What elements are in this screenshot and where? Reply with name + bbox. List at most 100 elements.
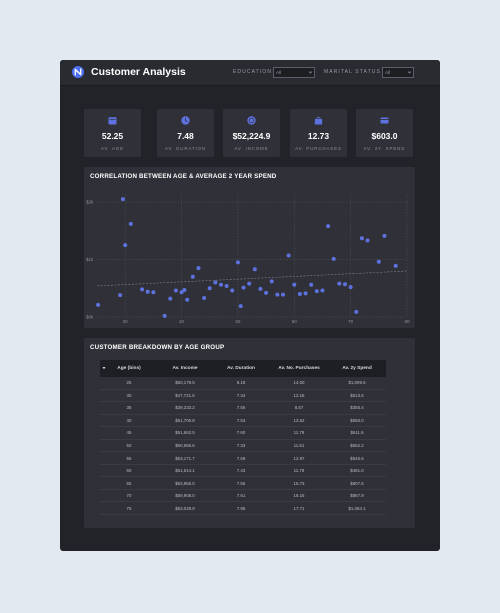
- marital-status-select[interactable]: All: [382, 67, 414, 78]
- cell-spend: $1,084.1: [328, 501, 386, 515]
- top-bar: Customer Analysis EDUCATION All MARITAL …: [60, 60, 440, 86]
- kpi-label: AV. INCOME: [234, 146, 269, 151]
- clock-icon: [181, 116, 190, 125]
- x-tick-label: 50: [235, 319, 241, 324]
- scatter-point: [219, 282, 223, 287]
- cell-purchases: 16.15: [270, 489, 328, 503]
- cell-spend: $562.2: [328, 439, 386, 453]
- coin-icon: [247, 116, 256, 125]
- cell-age: 70: [100, 489, 158, 503]
- scatter-point: [202, 296, 207, 301]
- scatter-point: [331, 256, 336, 261]
- cell-age: 30: [100, 389, 158, 403]
- chart-title: CORRELATION BETWEEN AGE & AVERAGE 2 YEAR…: [90, 173, 277, 180]
- scatter-point: [224, 283, 229, 288]
- education-select[interactable]: All: [273, 67, 315, 78]
- scatter-point: [264, 290, 269, 295]
- table-row: 30 $47,721.6 7.34 12.18 $613.6: [100, 389, 386, 403]
- table-row: 40 $51,706.8 7.53 13.52 $560.0: [100, 414, 386, 428]
- cell-income: $51,706.8: [158, 414, 212, 428]
- table-header-row: Age (bins) Av. Income Av. Duration Av. N…: [100, 360, 386, 377]
- shopping-bag-icon: [314, 116, 323, 125]
- column-header-income[interactable]: Av. Income: [158, 360, 212, 377]
- scatter-point: [309, 282, 314, 287]
- scatter-point: [343, 282, 347, 287]
- column-header-duration[interactable]: Av. Duration: [212, 360, 270, 377]
- cell-duration: 7.61: [212, 489, 270, 503]
- scatter-point: [238, 304, 243, 309]
- scatter-point: [297, 292, 302, 296]
- kpi-card-average-2y-spend: $603.0 AV. 2Y. SPEND: [356, 109, 413, 157]
- chevron-down-icon: [407, 71, 412, 74]
- scatter-point: [173, 288, 178, 293]
- cell-spend: $545.6: [328, 451, 386, 465]
- scatter-point: [382, 233, 387, 238]
- scatter-chart-card: CORRELATION BETWEEN AGE & AVERAGE 2 YEAR…: [84, 167, 415, 328]
- table-row: 75 $63,028.9 7.95 17.71 $1,084.1: [100, 501, 386, 515]
- x-tick-label: 80: [404, 319, 410, 324]
- x-tick-label: 40: [179, 319, 185, 324]
- cell-duration: 8.18: [212, 377, 270, 390]
- cell-purchases: 11.51: [270, 439, 328, 453]
- kpi-card-average-income: $52,224.9 AV. INCOME: [223, 109, 280, 157]
- scatter-point: [241, 285, 246, 290]
- table-row: 65 $63,856.0 7.65 15.73 $807.5: [100, 476, 386, 490]
- scatter-point: [354, 309, 359, 314]
- scatter-point: [168, 296, 173, 301]
- cell-income: $63,856.0: [158, 476, 212, 490]
- cell-duration: 7.53: [212, 414, 270, 428]
- table-row: 60 $51,614.1 7.43 11.79 $481.0: [100, 464, 386, 478]
- credit-card-icon: [380, 117, 389, 124]
- y-tick-label: $1k: [86, 257, 94, 262]
- scatter-point: [230, 288, 235, 293]
- chevron-down-icon: [308, 71, 313, 74]
- marital-status-filter-label: MARITAL STATUS: [324, 69, 381, 75]
- y-tick-label: $0k: [86, 315, 94, 320]
- scatter-point: [320, 288, 325, 293]
- cell-spend: $1,099.5: [328, 377, 386, 390]
- scatter-point: [258, 286, 263, 291]
- cell-income: $47,721.6: [158, 389, 212, 403]
- column-header-spend[interactable]: Av. 2y Spend: [328, 360, 386, 377]
- cell-age: 65: [100, 476, 158, 490]
- cell-spend: $355.4: [328, 401, 386, 415]
- cell-spend: $613.6: [328, 389, 386, 403]
- column-header-purchases[interactable]: Av. No. Purchases: [270, 360, 328, 377]
- scatter-point: [120, 197, 125, 202]
- cell-age: 75: [100, 501, 158, 515]
- cell-age: 40: [100, 414, 158, 428]
- kpi-label: AV. AGE: [101, 146, 124, 151]
- cell-income: $50,656.6: [158, 439, 212, 453]
- kpi-value: 52.25: [101, 131, 124, 141]
- scatter-point: [207, 286, 212, 291]
- scatter-point: [281, 292, 285, 297]
- cell-purchases: 11.78: [270, 426, 328, 440]
- cell-purchases: 12.97: [270, 451, 328, 465]
- cell-purchases: 14.00: [270, 377, 328, 390]
- scatter-point: [393, 263, 398, 268]
- cell-income: $63,028.9: [158, 501, 212, 515]
- cell-age: 45: [100, 426, 158, 440]
- cell-purchases: 8.57: [270, 401, 328, 415]
- scatter-chart: $0k $1k $2k 30 40 50 60 70 80: [86, 194, 410, 324]
- table-row: 50 $50,656.6 7.33 11.51 $562.2: [100, 439, 386, 453]
- cell-income: $53,171.7: [158, 451, 212, 465]
- y-tick-label: $2k: [86, 200, 94, 205]
- kpi-label: AV. DURATION: [165, 146, 206, 151]
- scatter-point: [213, 280, 218, 285]
- scatter-point: [179, 290, 184, 295]
- cell-income: $50,179.5: [158, 377, 212, 390]
- trend-line: [96, 270, 408, 287]
- app-window: Customer Analysis EDUCATION All MARITAL …: [60, 60, 440, 551]
- cell-income: $51,614.1: [158, 464, 212, 478]
- table-container: Age (bins) Av. Income Av. Duration Av. N…: [100, 360, 386, 515]
- scatter-point: [151, 290, 156, 295]
- kpi-card-average-purchases: 12.73 AV. PURCHASES: [290, 109, 347, 157]
- education-select-value: All: [276, 70, 282, 75]
- cell-purchases: 13.52: [270, 414, 328, 428]
- x-tick-label: 30: [123, 319, 129, 324]
- scatter-point: [196, 266, 201, 271]
- cell-age: 50: [100, 439, 158, 453]
- cell-spend: $807.5: [328, 476, 386, 490]
- column-header-age[interactable]: Age (bins): [100, 360, 158, 377]
